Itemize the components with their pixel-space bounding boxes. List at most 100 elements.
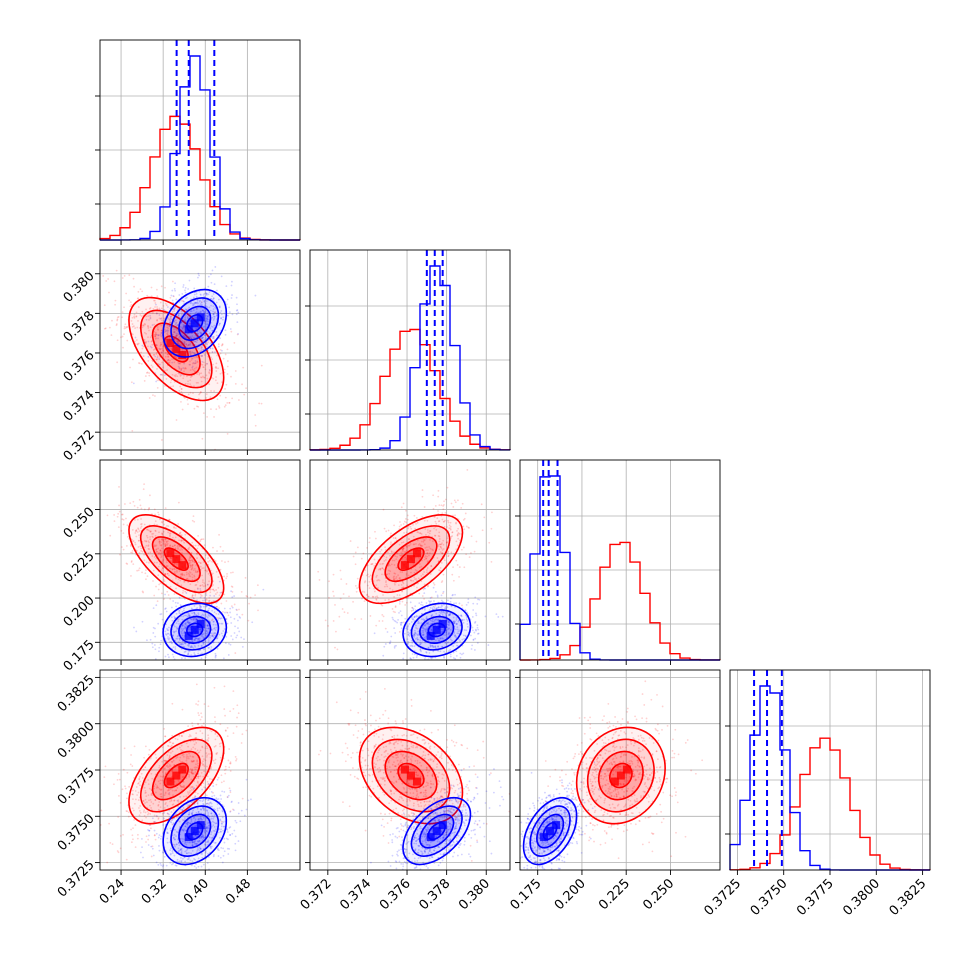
scatter-point <box>230 644 232 646</box>
scatter-point <box>472 603 474 605</box>
scatter-point <box>231 281 233 283</box>
scatter-point <box>413 608 415 610</box>
scatter-point <box>117 339 119 341</box>
scatter-point <box>452 506 454 508</box>
scatter-point <box>460 507 462 509</box>
scatter-point <box>400 624 402 626</box>
scatter-point <box>364 600 366 602</box>
scatter-point <box>219 337 221 339</box>
scatter-point <box>477 599 479 601</box>
scatter-point <box>409 667 411 669</box>
scatter-point <box>466 526 468 528</box>
scatter-point <box>464 518 466 520</box>
scatter-point <box>458 576 460 578</box>
scatter-point <box>225 354 227 356</box>
scatter-point <box>328 580 330 582</box>
scatter-point <box>254 414 256 416</box>
scatter-point <box>130 754 132 756</box>
scatter-point <box>382 655 384 657</box>
scatter-point <box>120 530 122 532</box>
scatter-point <box>137 838 139 840</box>
scatter-point <box>465 553 467 555</box>
scatter-point <box>432 494 434 496</box>
scatter-point <box>126 563 128 565</box>
scatter-point <box>241 742 243 744</box>
scatter-point <box>203 538 205 540</box>
scatter-point <box>450 601 452 603</box>
scatter-point <box>173 656 175 658</box>
scatter-point <box>169 297 171 299</box>
scatter-point <box>195 703 197 705</box>
scatter-point <box>226 402 228 404</box>
scatter-point <box>228 614 230 616</box>
scatter-point <box>455 501 457 503</box>
scatter-point <box>175 663 177 665</box>
scatter-point <box>477 624 479 626</box>
scatter-point <box>481 503 483 505</box>
scatter-point <box>407 519 409 521</box>
scatter-point <box>112 843 114 845</box>
scatter-point <box>394 632 396 634</box>
scatter-point <box>230 770 232 772</box>
scatter-point <box>174 290 176 292</box>
scatter-point <box>116 323 118 325</box>
scatter-point <box>177 523 179 525</box>
scatter-point <box>146 639 148 641</box>
scatter-point <box>131 552 133 554</box>
scatter-point <box>443 591 445 593</box>
scatter-point <box>459 603 461 605</box>
scatter-point <box>176 419 178 421</box>
scatter-point <box>174 288 176 290</box>
scatter-point <box>181 293 183 295</box>
scatter-point <box>483 516 485 518</box>
scatter-point <box>392 608 394 610</box>
scatter-point <box>225 397 227 399</box>
scatter-point <box>225 246 227 248</box>
density-block <box>197 620 205 628</box>
scatter-point <box>116 270 118 272</box>
scatter-point <box>403 523 405 525</box>
scatter-point <box>141 571 143 573</box>
scatter-point <box>340 598 342 600</box>
scatter-point <box>175 299 177 301</box>
scatter-point <box>230 590 232 592</box>
scatter-point <box>113 783 115 785</box>
scatter-point <box>400 662 402 664</box>
scatter-point <box>245 577 247 579</box>
scatter-point <box>133 819 135 821</box>
scatter-point <box>485 616 487 618</box>
scatter-point <box>184 657 186 659</box>
scatter-point <box>383 615 385 617</box>
scatter-point <box>135 846 137 848</box>
scatter-point <box>120 847 122 849</box>
scatter-point <box>145 578 147 580</box>
scatter-point <box>169 598 171 600</box>
scatter-point <box>225 642 227 644</box>
scatter-point <box>441 581 443 583</box>
scatter-point <box>381 605 383 607</box>
scatter-point <box>114 520 116 522</box>
scatter-point <box>229 612 231 614</box>
scatter-point <box>131 841 133 843</box>
scatter-point <box>111 320 113 322</box>
scatter-point <box>348 595 350 597</box>
scatter-point <box>134 505 136 507</box>
scatter-point <box>491 511 493 513</box>
scatter-point <box>350 540 352 542</box>
scatter-point <box>241 591 243 593</box>
scatter-point <box>139 362 141 364</box>
scatter-point <box>222 611 224 613</box>
scatter-point <box>172 295 174 297</box>
scatter-point <box>333 574 335 576</box>
scatter-point <box>418 602 420 604</box>
scatter-point <box>179 597 181 599</box>
scatter-point <box>441 512 443 514</box>
scatter-point <box>399 526 401 528</box>
scatter-point <box>152 580 154 582</box>
scatter-point <box>157 387 159 389</box>
scatter-point <box>148 375 150 377</box>
scatter-point <box>435 591 437 593</box>
scatter-point <box>383 646 385 648</box>
scatter-point <box>157 600 159 602</box>
scatter-point <box>381 614 383 616</box>
